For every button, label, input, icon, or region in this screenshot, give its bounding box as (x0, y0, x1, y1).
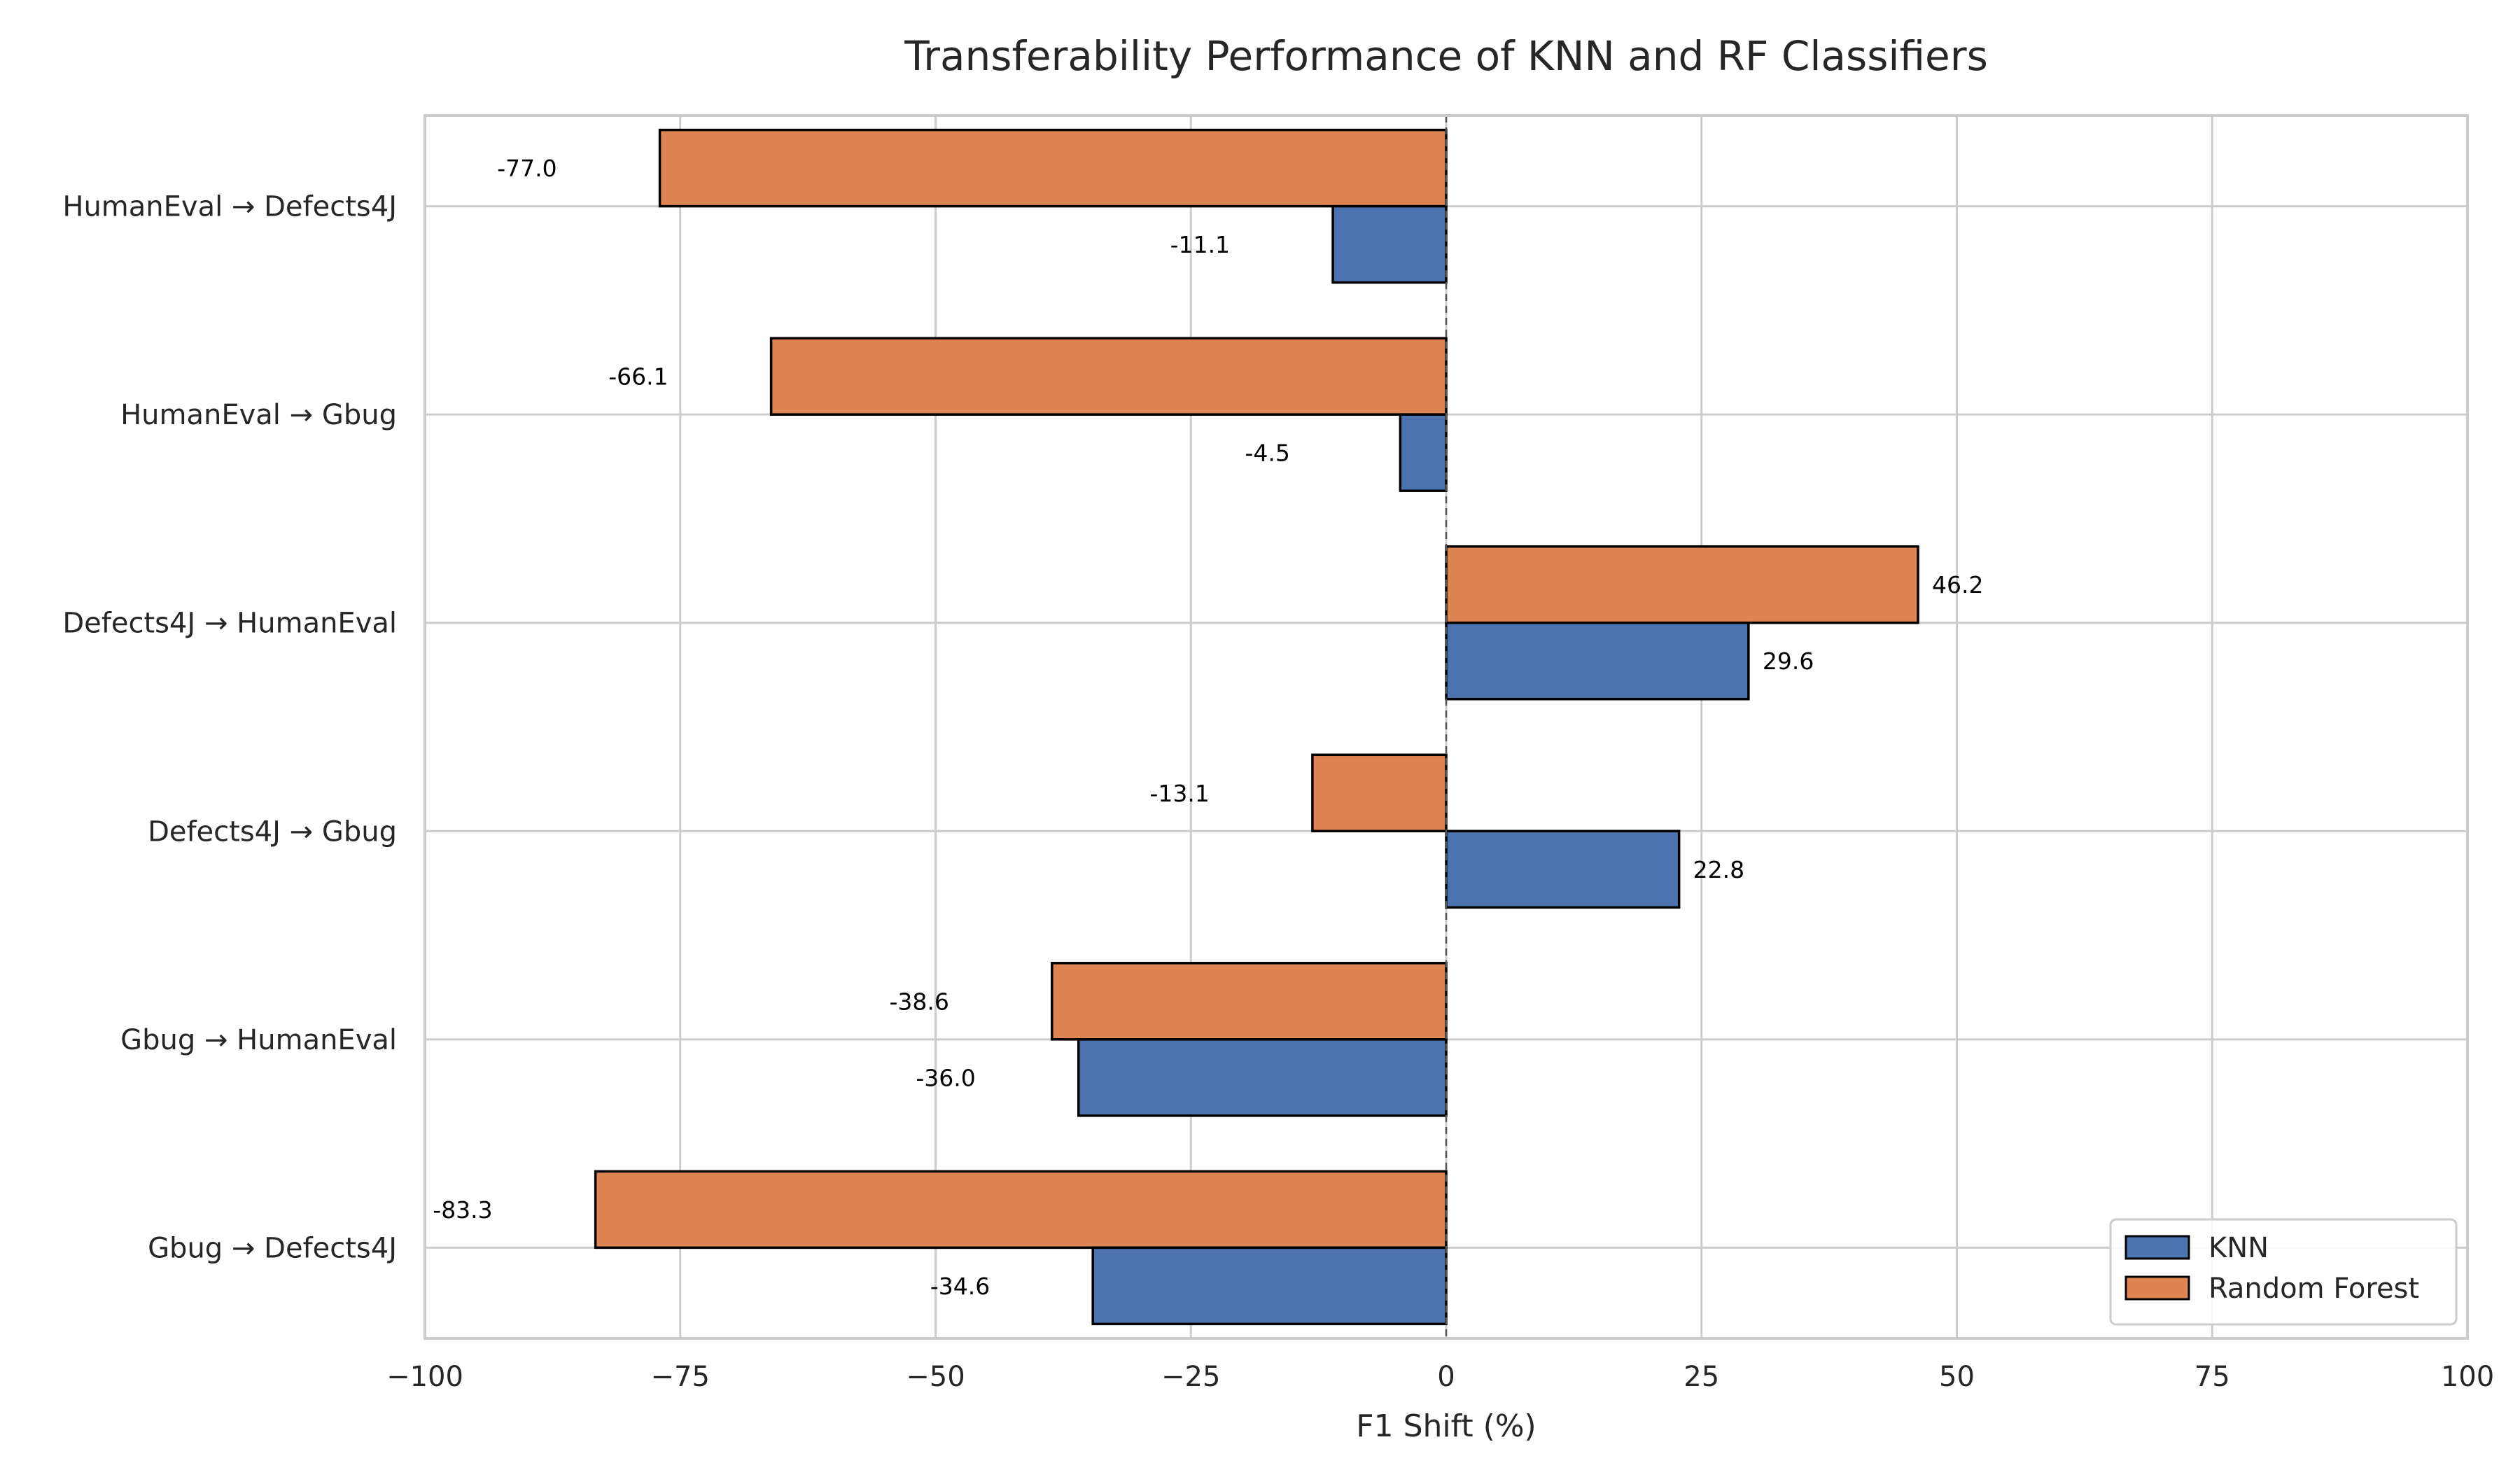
bar-random-forest (1311, 753, 1448, 833)
x-tick-label: −100 (386, 1361, 463, 1393)
y-tick-label: Defects4J → HumanEval (62, 608, 397, 640)
chart-title: Transferability Performance of KNN and R… (904, 32, 1988, 80)
bar-knn (1445, 621, 1750, 701)
bar-random-forest (658, 128, 1448, 208)
data-label-knn: -4.5 (1245, 440, 1289, 467)
bar-random-forest (769, 337, 1448, 416)
x-axis-ticks: −100 −75 −50 −25 0 25 50 75 100 (386, 1361, 2494, 1393)
data-label-random-forest: -77.0 (497, 155, 556, 182)
bar-random-forest (1445, 545, 1919, 624)
y-tick-label: HumanEval → Gbug (120, 399, 397, 431)
legend-box (2109, 1218, 2458, 1326)
y-tick-label: Gbug → Defects4J (148, 1232, 397, 1264)
y-tick-label: Gbug → HumanEval (120, 1024, 397, 1056)
data-label-knn: -34.6 (930, 1273, 990, 1300)
bar-knn (1091, 1246, 1448, 1326)
data-label-random-forest: -66.1 (608, 363, 668, 391)
data-label-random-forest: -13.1 (1150, 780, 1210, 807)
bar-random-forest (594, 1170, 1448, 1250)
data-label-random-forest: -83.3 (433, 1196, 492, 1224)
plot-frame (424, 114, 2469, 1340)
data-label-random-forest: 46.2 (1932, 571, 1983, 598)
bar-knn (1331, 204, 1448, 284)
bar-knn (1077, 1038, 1448, 1117)
x-tick-label: −50 (906, 1361, 965, 1393)
legend-swatch (2124, 1235, 2190, 1260)
data-label-knn: -11.1 (1170, 231, 1230, 258)
legend-label: Random Forest (2208, 1273, 2419, 1305)
data-label-knn: 29.6 (1763, 648, 1814, 675)
y-tick-label: HumanEval → Defects4J (62, 191, 397, 223)
data-label-random-forest: -38.6 (889, 988, 948, 1015)
x-tick-label: −75 (651, 1361, 710, 1393)
legend: KNN Random Forest (2109, 1218, 2458, 1326)
x-tick-label: 25 (1684, 1361, 1719, 1393)
data-label-knn: -36.0 (916, 1064, 975, 1091)
data-labels: -77.0 -11.1 -66.1 -4.5 46.2 29.6 -13.1 22.8 -38.… (433, 155, 1983, 1300)
x-tick-label: 75 (2194, 1361, 2230, 1393)
x-tick-label: −25 (1161, 1361, 1220, 1393)
y-tick-label: Defects4J → Gbug (148, 816, 397, 848)
x-tick-label: 50 (1939, 1361, 1975, 1393)
bar-knn (1399, 413, 1448, 492)
bar-knn (1445, 830, 1681, 909)
x-tick-label: 0 (1437, 1361, 1455, 1393)
legend-swatch (2124, 1275, 2190, 1301)
x-tick-label: 100 (2441, 1361, 2494, 1393)
y-axis-ticks: HumanEval → Defects4J HumanEval → Gbug Def… (62, 191, 397, 1265)
data-label-knn: 22.8 (1693, 856, 1744, 883)
legend-label: KNN (2208, 1232, 2269, 1264)
bar-random-forest (1051, 962, 1448, 1041)
bars (594, 128, 1919, 1326)
x-axis-label: F1 Shift (%) (1356, 1408, 1536, 1444)
